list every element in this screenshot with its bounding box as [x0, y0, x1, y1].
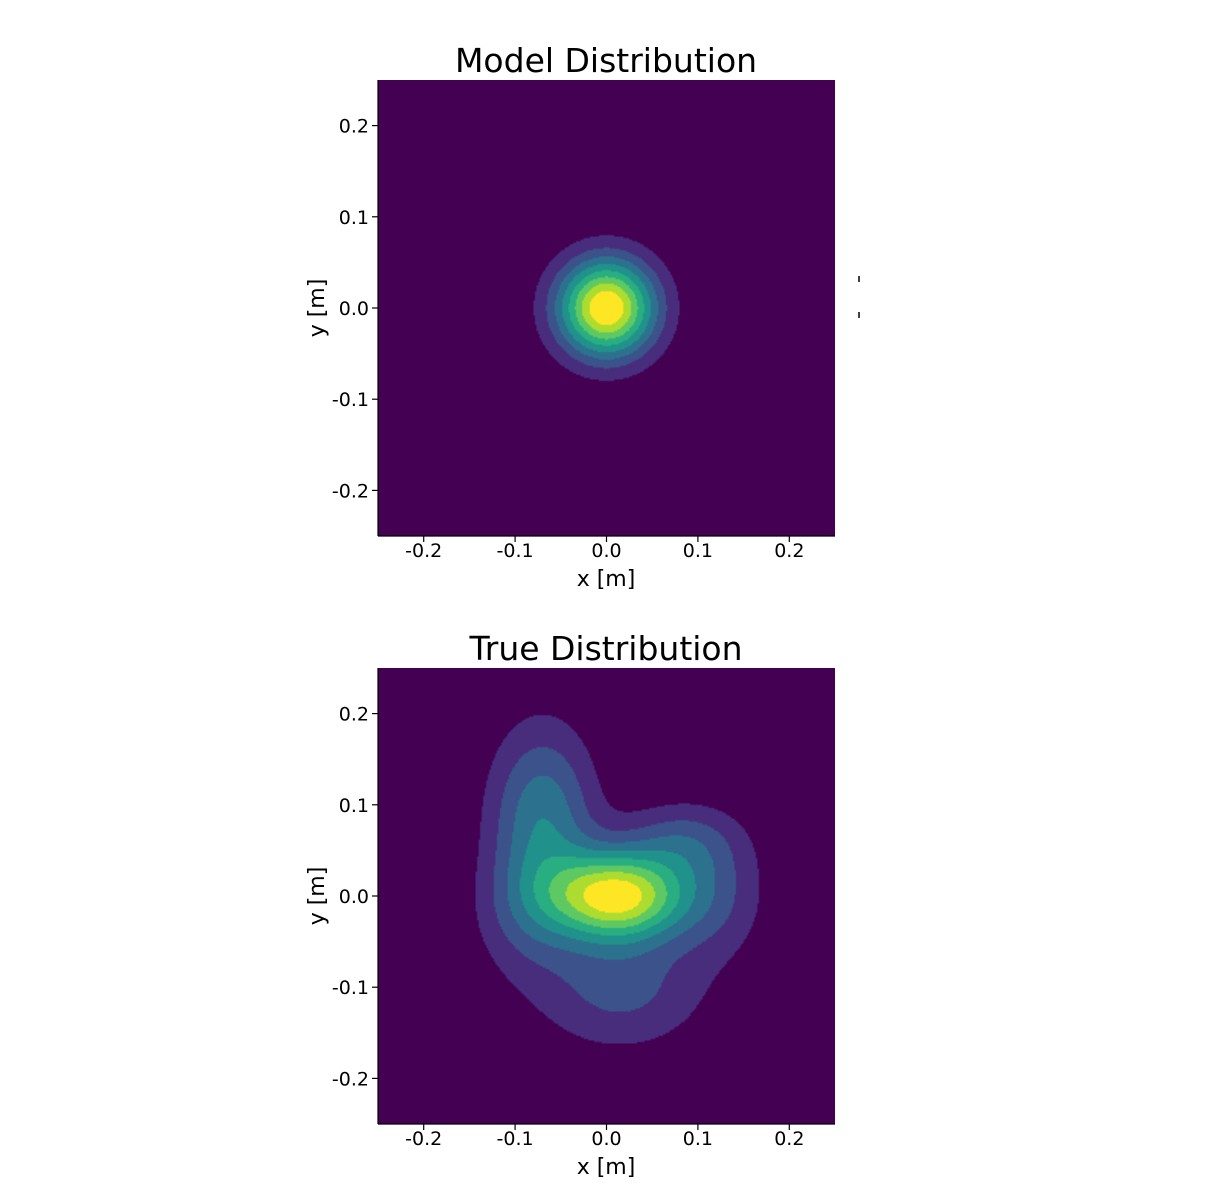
y-axis-label: y [m] — [305, 279, 330, 338]
y-tick-label: -0.2 — [332, 480, 369, 502]
chart-title: True Distribution — [468, 629, 742, 668]
x-tick-label: 0.1 — [683, 540, 713, 562]
x-tick-label: -0.1 — [497, 540, 534, 562]
axis-ticks: -0.2 -0.1 0.0 0.1 0.2 0.2 0.1 0.0 -0.1 -0.2 — [332, 704, 804, 1150]
y-tick-label: 0.0 — [339, 298, 369, 320]
x-tick-label: -0.2 — [405, 540, 442, 562]
contour-image — [378, 668, 835, 1124]
chart-title: Model Distribution — [455, 41, 757, 80]
x-axis-label: x [m] — [577, 1155, 636, 1180]
y-tick-label: -0.2 — [332, 1068, 369, 1090]
x-tick-label: 0.0 — [591, 1128, 621, 1150]
y-tick-label: 0.2 — [339, 704, 369, 726]
y-tick-label: 0.1 — [339, 795, 369, 817]
x-tick-label: 0.0 — [591, 540, 621, 562]
y-tick-label: -0.1 — [332, 389, 369, 411]
contour-image — [378, 80, 835, 536]
x-tick-label: 0.2 — [774, 1128, 804, 1150]
true-distribution-chart: True Distribution -0.2 -0.1 0.0 0.1 0.2 0.2 0.… — [305, 629, 835, 1180]
x-axis-label: x [m] — [577, 567, 636, 592]
x-tick-label: -0.1 — [497, 1128, 534, 1150]
y-tick-label: 0.0 — [339, 886, 369, 908]
x-tick-label: 0.1 — [683, 1128, 713, 1150]
x-tick-label: -0.2 — [405, 1128, 442, 1150]
y-tick-label: 0.1 — [339, 207, 369, 229]
axis-ticks: -0.2 -0.1 0.0 0.1 0.2 0.2 0.1 0.0 -0.1 -0.2 — [332, 116, 804, 562]
x-tick-label: 0.2 — [774, 540, 804, 562]
y-tick-label: -0.1 — [332, 977, 369, 999]
y-axis-label: y [m] — [305, 867, 330, 926]
y-tick-label: 0.2 — [339, 116, 369, 138]
model-distribution-chart: Model Distribution -0.2 -0.1 0.0 0.1 0.2 0.2 0… — [305, 41, 835, 592]
